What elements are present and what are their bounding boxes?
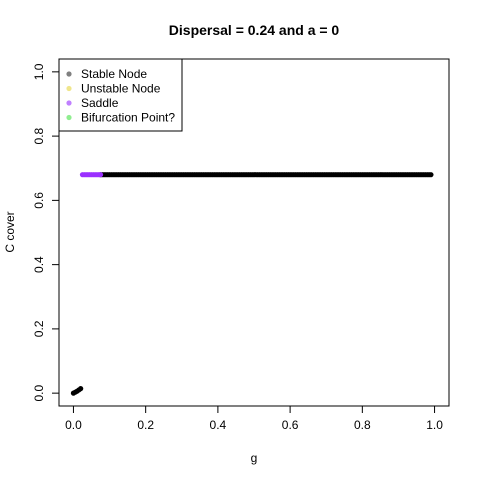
legend-marker	[66, 100, 72, 106]
data-point	[78, 386, 84, 392]
y-tick-label: 1.0	[32, 63, 46, 80]
x-tick-label: 0.2	[137, 418, 154, 432]
y-tick-label: 0.8	[32, 127, 46, 144]
y-tick-label: 0.2	[32, 320, 46, 337]
y-tick-label: 0.4	[32, 256, 46, 273]
chart-title: Dispersal = 0.24 and a = 0	[169, 22, 340, 38]
legend-label: Stable Node	[81, 67, 147, 81]
legend-marker	[66, 114, 72, 121]
y-tick-label: 0.0	[32, 384, 46, 401]
series-saddle	[79, 172, 104, 178]
y-axis-label: C cover	[3, 211, 17, 252]
data-point	[97, 172, 104, 178]
plot-frame	[58, 58, 450, 407]
x-tick-label: 0.4	[210, 418, 227, 432]
series-stable-node	[70, 172, 434, 396]
x-tick-label: 0.0	[65, 418, 82, 432]
x-axis: 0.0 0.2 0.4 0.6 0.8 1.0	[65, 406, 443, 432]
y-tick-label: 0.6	[32, 192, 46, 209]
data-point	[428, 172, 434, 178]
legend-label: Unstable Node	[81, 82, 161, 96]
legend-box	[58, 58, 183, 132]
x-axis-label: g	[251, 451, 258, 465]
legend-label: Saddle	[81, 96, 119, 110]
x-tick-label: 1.0	[426, 418, 443, 432]
legend-marker	[66, 71, 72, 77]
legend-marker	[66, 85, 72, 92]
x-tick-label: 0.6	[282, 418, 299, 432]
data-points	[70, 172, 434, 396]
y-axis: 0.0 0.2 0.4 0.6 0.8 1.0	[32, 63, 59, 401]
x-tick-label: 0.8	[354, 418, 371, 432]
legend-label: Bifurcation Point?	[81, 111, 175, 125]
